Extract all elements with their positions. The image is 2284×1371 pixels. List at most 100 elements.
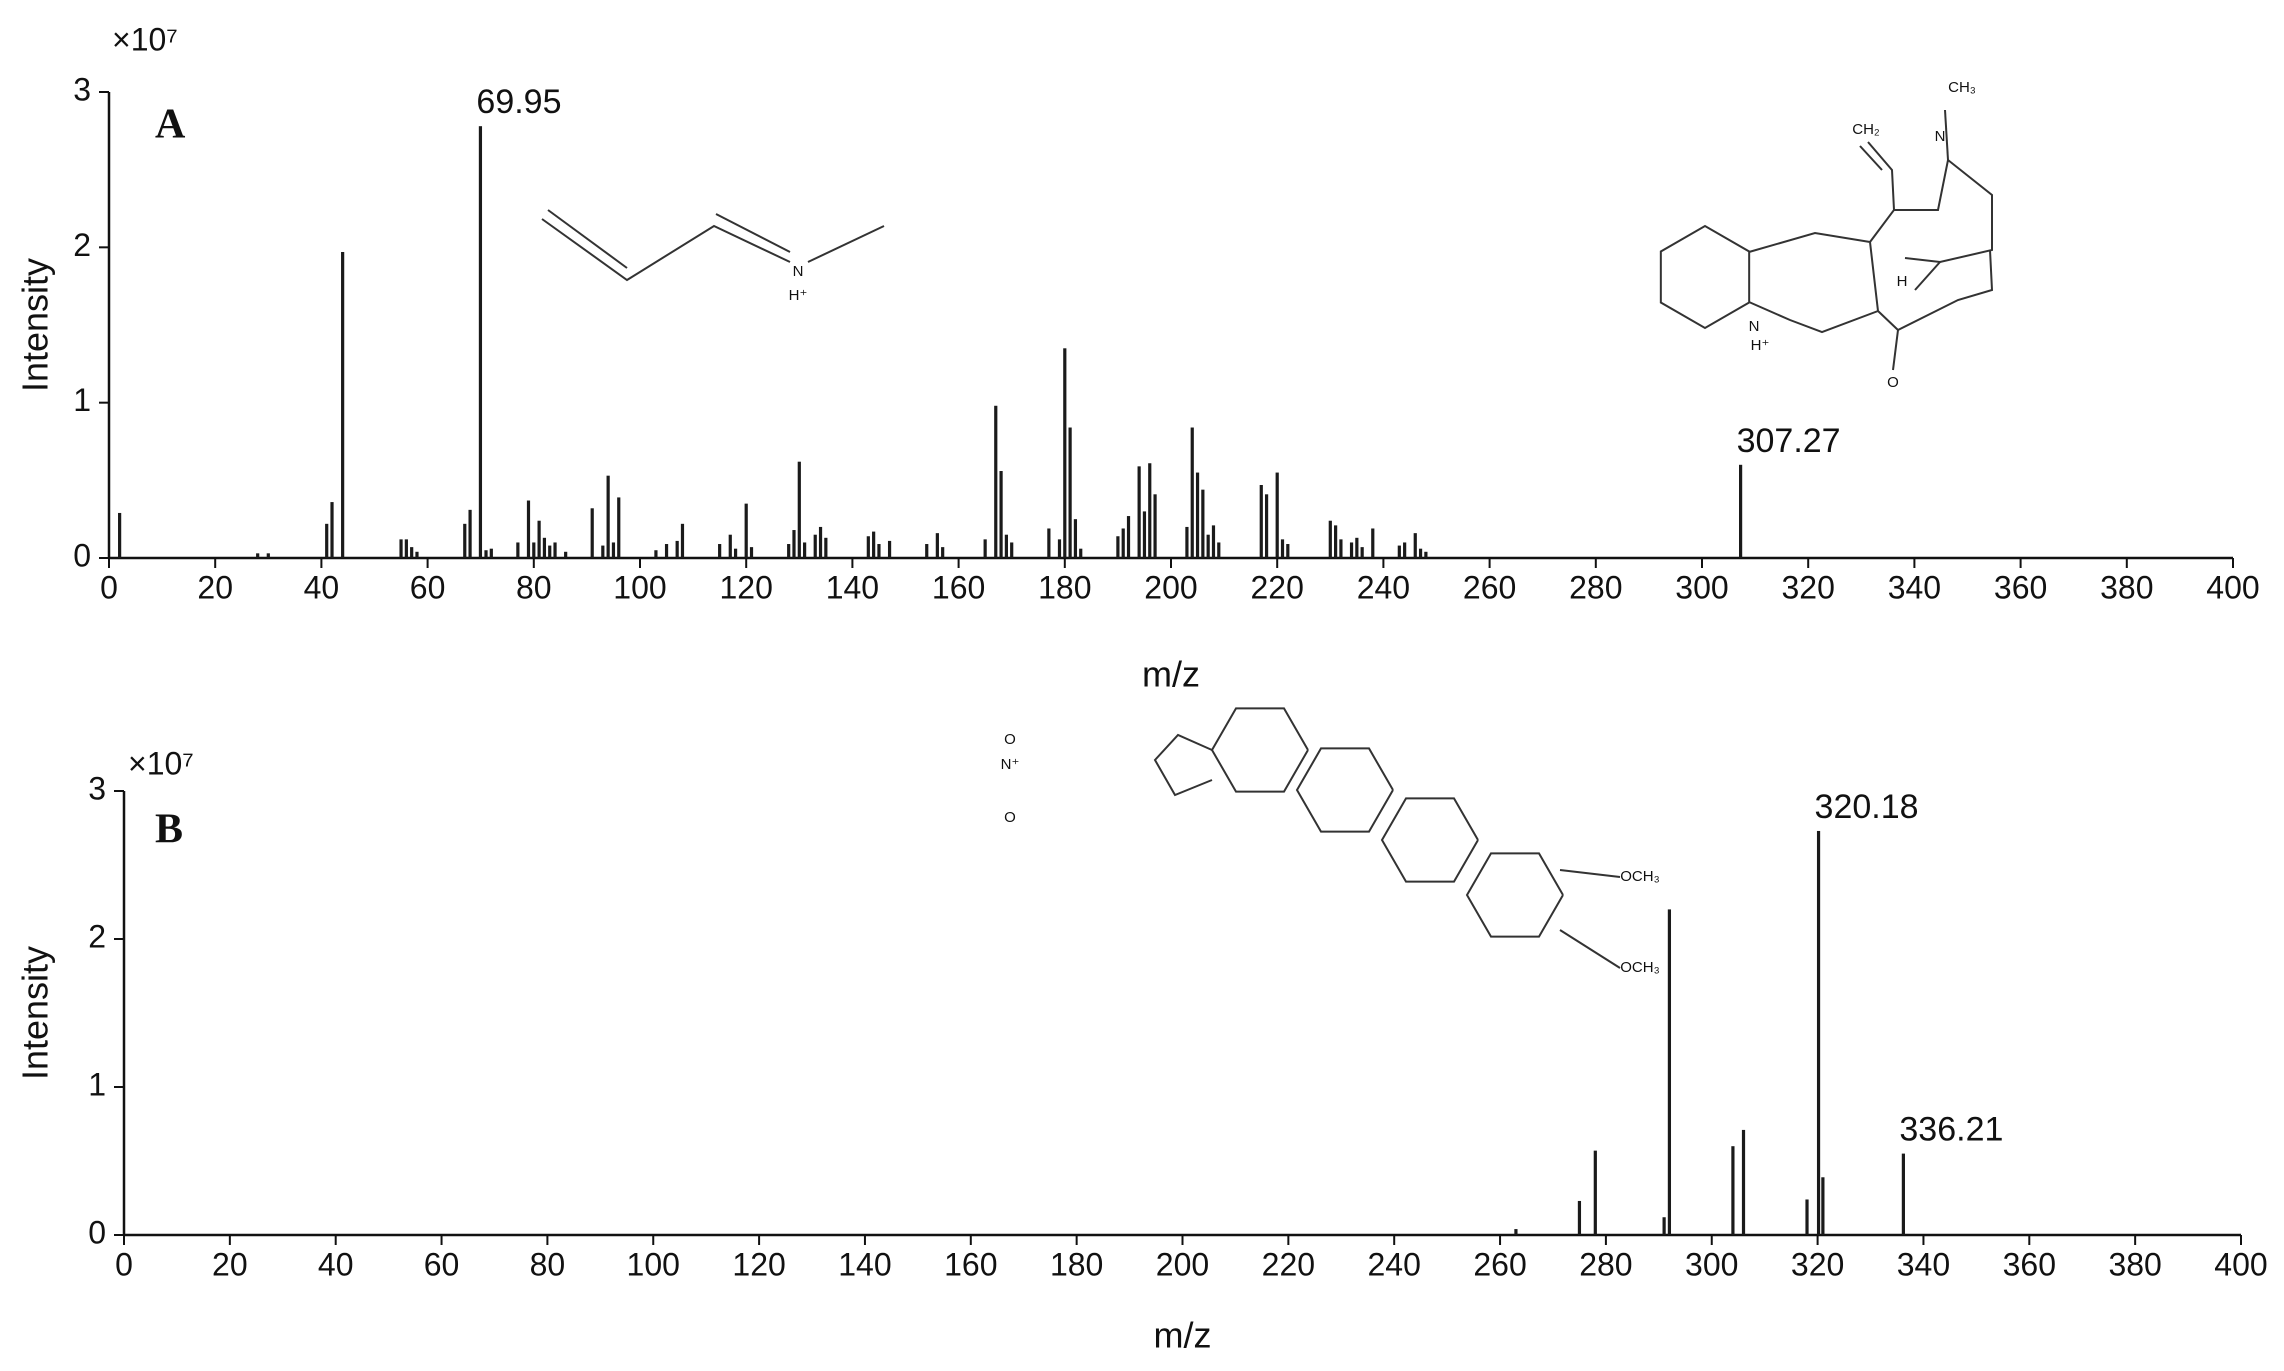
x-tick-label: 320 <box>1791 1246 1844 1282</box>
y-tick-label: 1 <box>73 382 91 418</box>
peak-bar <box>1201 489 1205 558</box>
x-tick-label: 40 <box>304 569 340 605</box>
peak-bar <box>553 542 557 558</box>
x-tick-label: 300 <box>1685 1246 1738 1282</box>
structure-atom: O <box>1004 809 1016 826</box>
peak-bar <box>664 544 669 558</box>
structure-bond <box>1748 231 1880 334</box>
x-tick-label: 60 <box>410 569 446 605</box>
x-tick-label: 80 <box>516 569 552 605</box>
panel-label: A <box>155 102 186 148</box>
peak-bar <box>1211 525 1216 558</box>
peak-bar <box>1047 528 1051 558</box>
peak-bar <box>1195 472 1200 558</box>
peak-bar <box>824 537 828 558</box>
peak-bar <box>1339 539 1343 558</box>
peak-bar <box>1148 463 1152 558</box>
structure-bond <box>1559 869 1621 878</box>
peak-bar <box>999 471 1003 558</box>
structure-bond <box>547 209 628 269</box>
peak-bar <box>983 539 987 558</box>
peak-bar <box>1286 544 1290 558</box>
x-tick-label: 40 <box>318 1246 354 1282</box>
peak-bar <box>675 540 679 558</box>
peak-label: 307.27 <box>1737 422 1841 460</box>
peak-bar <box>1280 539 1285 558</box>
x-tick-label: 240 <box>1368 1246 1421 1282</box>
structure-atom: N <box>793 263 804 280</box>
peak-bar <box>1662 1217 1666 1235</box>
structure-atom: O <box>1887 374 1899 391</box>
x-tick-label: 220 <box>1251 569 1304 605</box>
structure-atom: CH₃ <box>1948 79 1976 96</box>
peak-bar <box>1073 519 1078 558</box>
x-tick-label: 260 <box>1463 569 1516 605</box>
structure-bond <box>1465 852 1564 938</box>
x-axis-label: m/z <box>1142 654 1200 695</box>
x-tick-label: 320 <box>1782 569 1835 605</box>
x-tick-label: 60 <box>424 1246 460 1282</box>
peak-bar <box>1126 516 1131 558</box>
structure-atom: N <box>1749 318 1760 335</box>
peak-bar <box>341 251 345 558</box>
peak-bar <box>728 534 732 558</box>
peak-bar <box>1328 520 1332 558</box>
peak-bar <box>1741 1129 1746 1235</box>
peak-bar <box>787 544 791 558</box>
x-tick-label: 20 <box>197 569 233 605</box>
peak-bar <box>797 461 801 558</box>
peak-bar <box>1334 525 1338 558</box>
structure-atom: O <box>1004 731 1016 748</box>
peak-bar <box>1010 542 1014 558</box>
peak-bar <box>601 545 605 558</box>
structure-atom: H⁺ <box>789 287 808 304</box>
peak-bar <box>590 508 594 558</box>
peak-bar <box>744 503 748 558</box>
structure-bond <box>1659 224 1751 330</box>
structure-atom: CH₂ <box>1852 121 1880 138</box>
x-tick-label: 400 <box>2214 1246 2267 1282</box>
structure-bond <box>1153 733 1213 797</box>
structure-bond <box>1944 109 1949 161</box>
x-axis-label: m/z <box>1154 1315 1212 1356</box>
peak-bar <box>1901 1153 1905 1235</box>
x-tick-label: 300 <box>1675 569 1728 605</box>
y-axis-label: Intensity <box>15 258 56 392</box>
peak-bar <box>1355 537 1359 558</box>
x-tick-label: 0 <box>115 1246 133 1282</box>
structure-atom: OCH₃ <box>1620 868 1659 885</box>
x-tick-label: 200 <box>1156 1246 1209 1282</box>
y-tick-label: 2 <box>88 918 106 954</box>
peak-bar <box>1418 548 1423 558</box>
peak-bar <box>330 502 334 558</box>
x-tick-label: 160 <box>932 569 985 605</box>
peak-label: 336.21 <box>1899 1111 2003 1149</box>
peak-bar <box>1349 542 1354 558</box>
x-tick-label: 120 <box>720 569 773 605</box>
x-tick-label: 360 <box>2003 1246 2056 1282</box>
structure-bond <box>1894 158 1993 264</box>
peak-bar <box>994 405 998 558</box>
peak-bar <box>611 542 616 558</box>
x-tick-label: 240 <box>1357 569 1410 605</box>
peak-bar <box>733 548 738 558</box>
x-tick-label: 120 <box>732 1246 785 1282</box>
x-tick-label: 140 <box>826 569 879 605</box>
y-multiplier: ×10⁷ <box>128 745 194 781</box>
peak-bar <box>1371 528 1375 558</box>
peak-bar <box>532 542 536 558</box>
x-tick-label: 380 <box>2108 1246 2161 1282</box>
peak-bar <box>118 512 122 558</box>
peak-bar <box>887 540 892 558</box>
peak-bar <box>484 550 488 558</box>
structure-atom: N <box>1935 128 1946 145</box>
peak-bar <box>1593 1150 1597 1235</box>
peak-bar <box>526 500 531 558</box>
structure-bond <box>807 225 885 263</box>
structure-bond <box>541 218 791 282</box>
peak-bar <box>1068 427 1072 558</box>
y-tick-label: 3 <box>88 770 106 806</box>
peak-bar <box>935 533 939 558</box>
structure-bond <box>1867 141 1896 243</box>
peak-bar <box>1206 534 1210 558</box>
